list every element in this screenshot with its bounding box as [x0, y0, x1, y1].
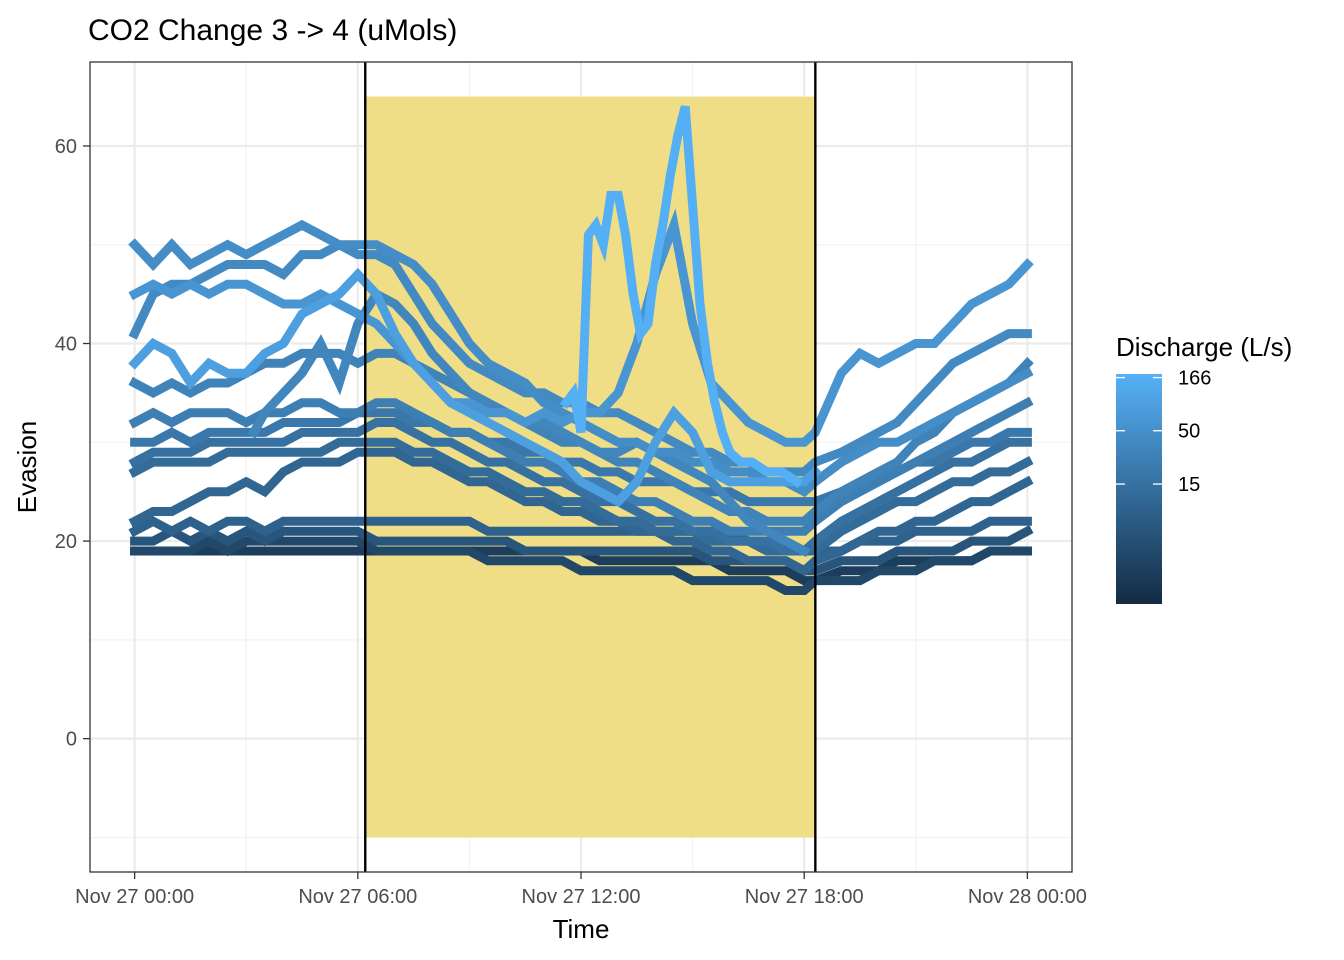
legend-title: Discharge (L/s) — [1116, 332, 1292, 362]
x-tick-label: Nov 27 00:00 — [75, 886, 194, 908]
series-line — [128, 418, 1032, 556]
plot-panel — [89, 61, 1073, 873]
legend-tick-label: 15 — [1178, 474, 1200, 496]
x-axis: Nov 27 00:00 Nov 27 06:00 Nov 27 12:00 Nov … — [75, 872, 1087, 908]
y-tick-label: 40 — [55, 334, 77, 356]
series-line — [128, 447, 1034, 577]
series-line — [559, 105, 803, 489]
series-line — [128, 267, 822, 508]
y-axis-label: Evasion — [12, 421, 42, 514]
chart-title: CO2 Change 3 -> 4 (uMols) — [88, 14, 457, 47]
series-line — [128, 437, 1034, 556]
legend-colorbar — [1116, 374, 1162, 604]
x-tick-label: Nov 28 00:00 — [968, 886, 1087, 908]
series-line — [128, 516, 1032, 556]
x-axis-label: Time — [553, 914, 610, 944]
y-tick-label: 0 — [66, 729, 77, 751]
x-tick-label: Nov 27 12:00 — [522, 886, 641, 908]
legend-tick-label: 50 — [1178, 421, 1200, 443]
x-tick-label: Nov 27 06:00 — [298, 886, 417, 908]
series-layer — [128, 105, 1034, 595]
y-tick-label: 20 — [55, 531, 77, 553]
series-line — [130, 536, 1032, 595]
legend-tick-label: 166 — [1178, 368, 1211, 390]
y-tick-label: 60 — [55, 136, 77, 158]
x-tick-label: Nov 27 18:00 — [745, 886, 864, 908]
y-axis: 0 20 40 60 — [55, 136, 90, 751]
series-line — [130, 525, 1034, 576]
legend-ticks: 166 50 15 — [1116, 368, 1211, 496]
color-legend: Discharge (L/s) 166 50 15 — [1116, 332, 1292, 604]
